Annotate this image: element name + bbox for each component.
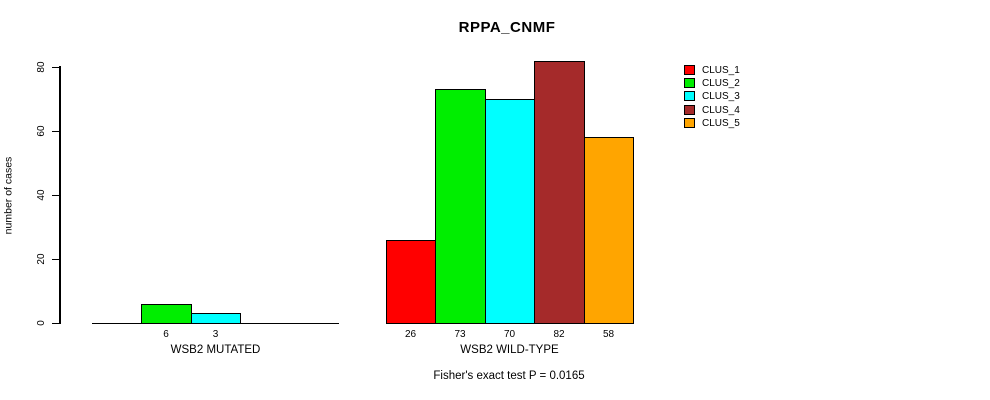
legend-color-swatch	[684, 65, 695, 75]
bar-value-label: 70	[503, 329, 516, 340]
y-axis-tick-label: 60	[36, 125, 47, 137]
group-label: WSB2 WILD-TYPE	[460, 344, 559, 356]
group-label: WSB2 MUTATED	[170, 344, 261, 356]
legend-color-swatch	[684, 117, 695, 128]
bar-value-label: 58	[602, 329, 615, 340]
y-axis-tick-label: 80	[36, 61, 47, 73]
bar-value-label: 6	[163, 329, 169, 340]
bar-clus_2	[141, 304, 192, 324]
legend-label: CLUS_1	[702, 65, 740, 76]
legend-color-swatch	[684, 91, 695, 102]
y-axis-tick-label: 20	[36, 253, 47, 265]
legend-label: CLUS_5	[702, 117, 740, 129]
y-axis-tick	[52, 130, 60, 132]
bar-value-label: 82	[553, 329, 565, 340]
x-axis-baseline	[386, 322, 633, 324]
bar-clus_3	[485, 99, 535, 324]
y-axis-tick	[52, 194, 60, 196]
bar-clus_2	[435, 89, 486, 324]
y-axis-tick	[52, 322, 60, 324]
y-axis-tick	[52, 66, 60, 68]
legend-color-swatch	[684, 78, 695, 89]
legend-label: CLUS_2	[702, 78, 740, 90]
y-axis-tick-label: 0	[36, 320, 47, 326]
legend-label: CLUS_4	[702, 104, 740, 116]
bar-value-label: 26	[404, 329, 417, 340]
bar-clus_1	[386, 240, 436, 324]
legend-color-swatch	[684, 104, 695, 115]
y-axis-tick-label: 40	[36, 189, 47, 201]
chart-title: RPPA_CNMF	[458, 19, 556, 36]
bar-clus_5	[584, 137, 634, 324]
legend-label: CLUS_3	[702, 91, 740, 103]
bar-value-label: 3	[212, 329, 219, 340]
footer-annotation: Fisher's exact test P = 0.0165	[433, 370, 585, 382]
y-axis-label: number of cases	[2, 156, 15, 235]
bar-clus_4	[534, 61, 585, 324]
x-axis-baseline	[92, 322, 339, 324]
bar-value-label: 73	[454, 329, 466, 340]
y-axis-tick	[52, 258, 60, 260]
